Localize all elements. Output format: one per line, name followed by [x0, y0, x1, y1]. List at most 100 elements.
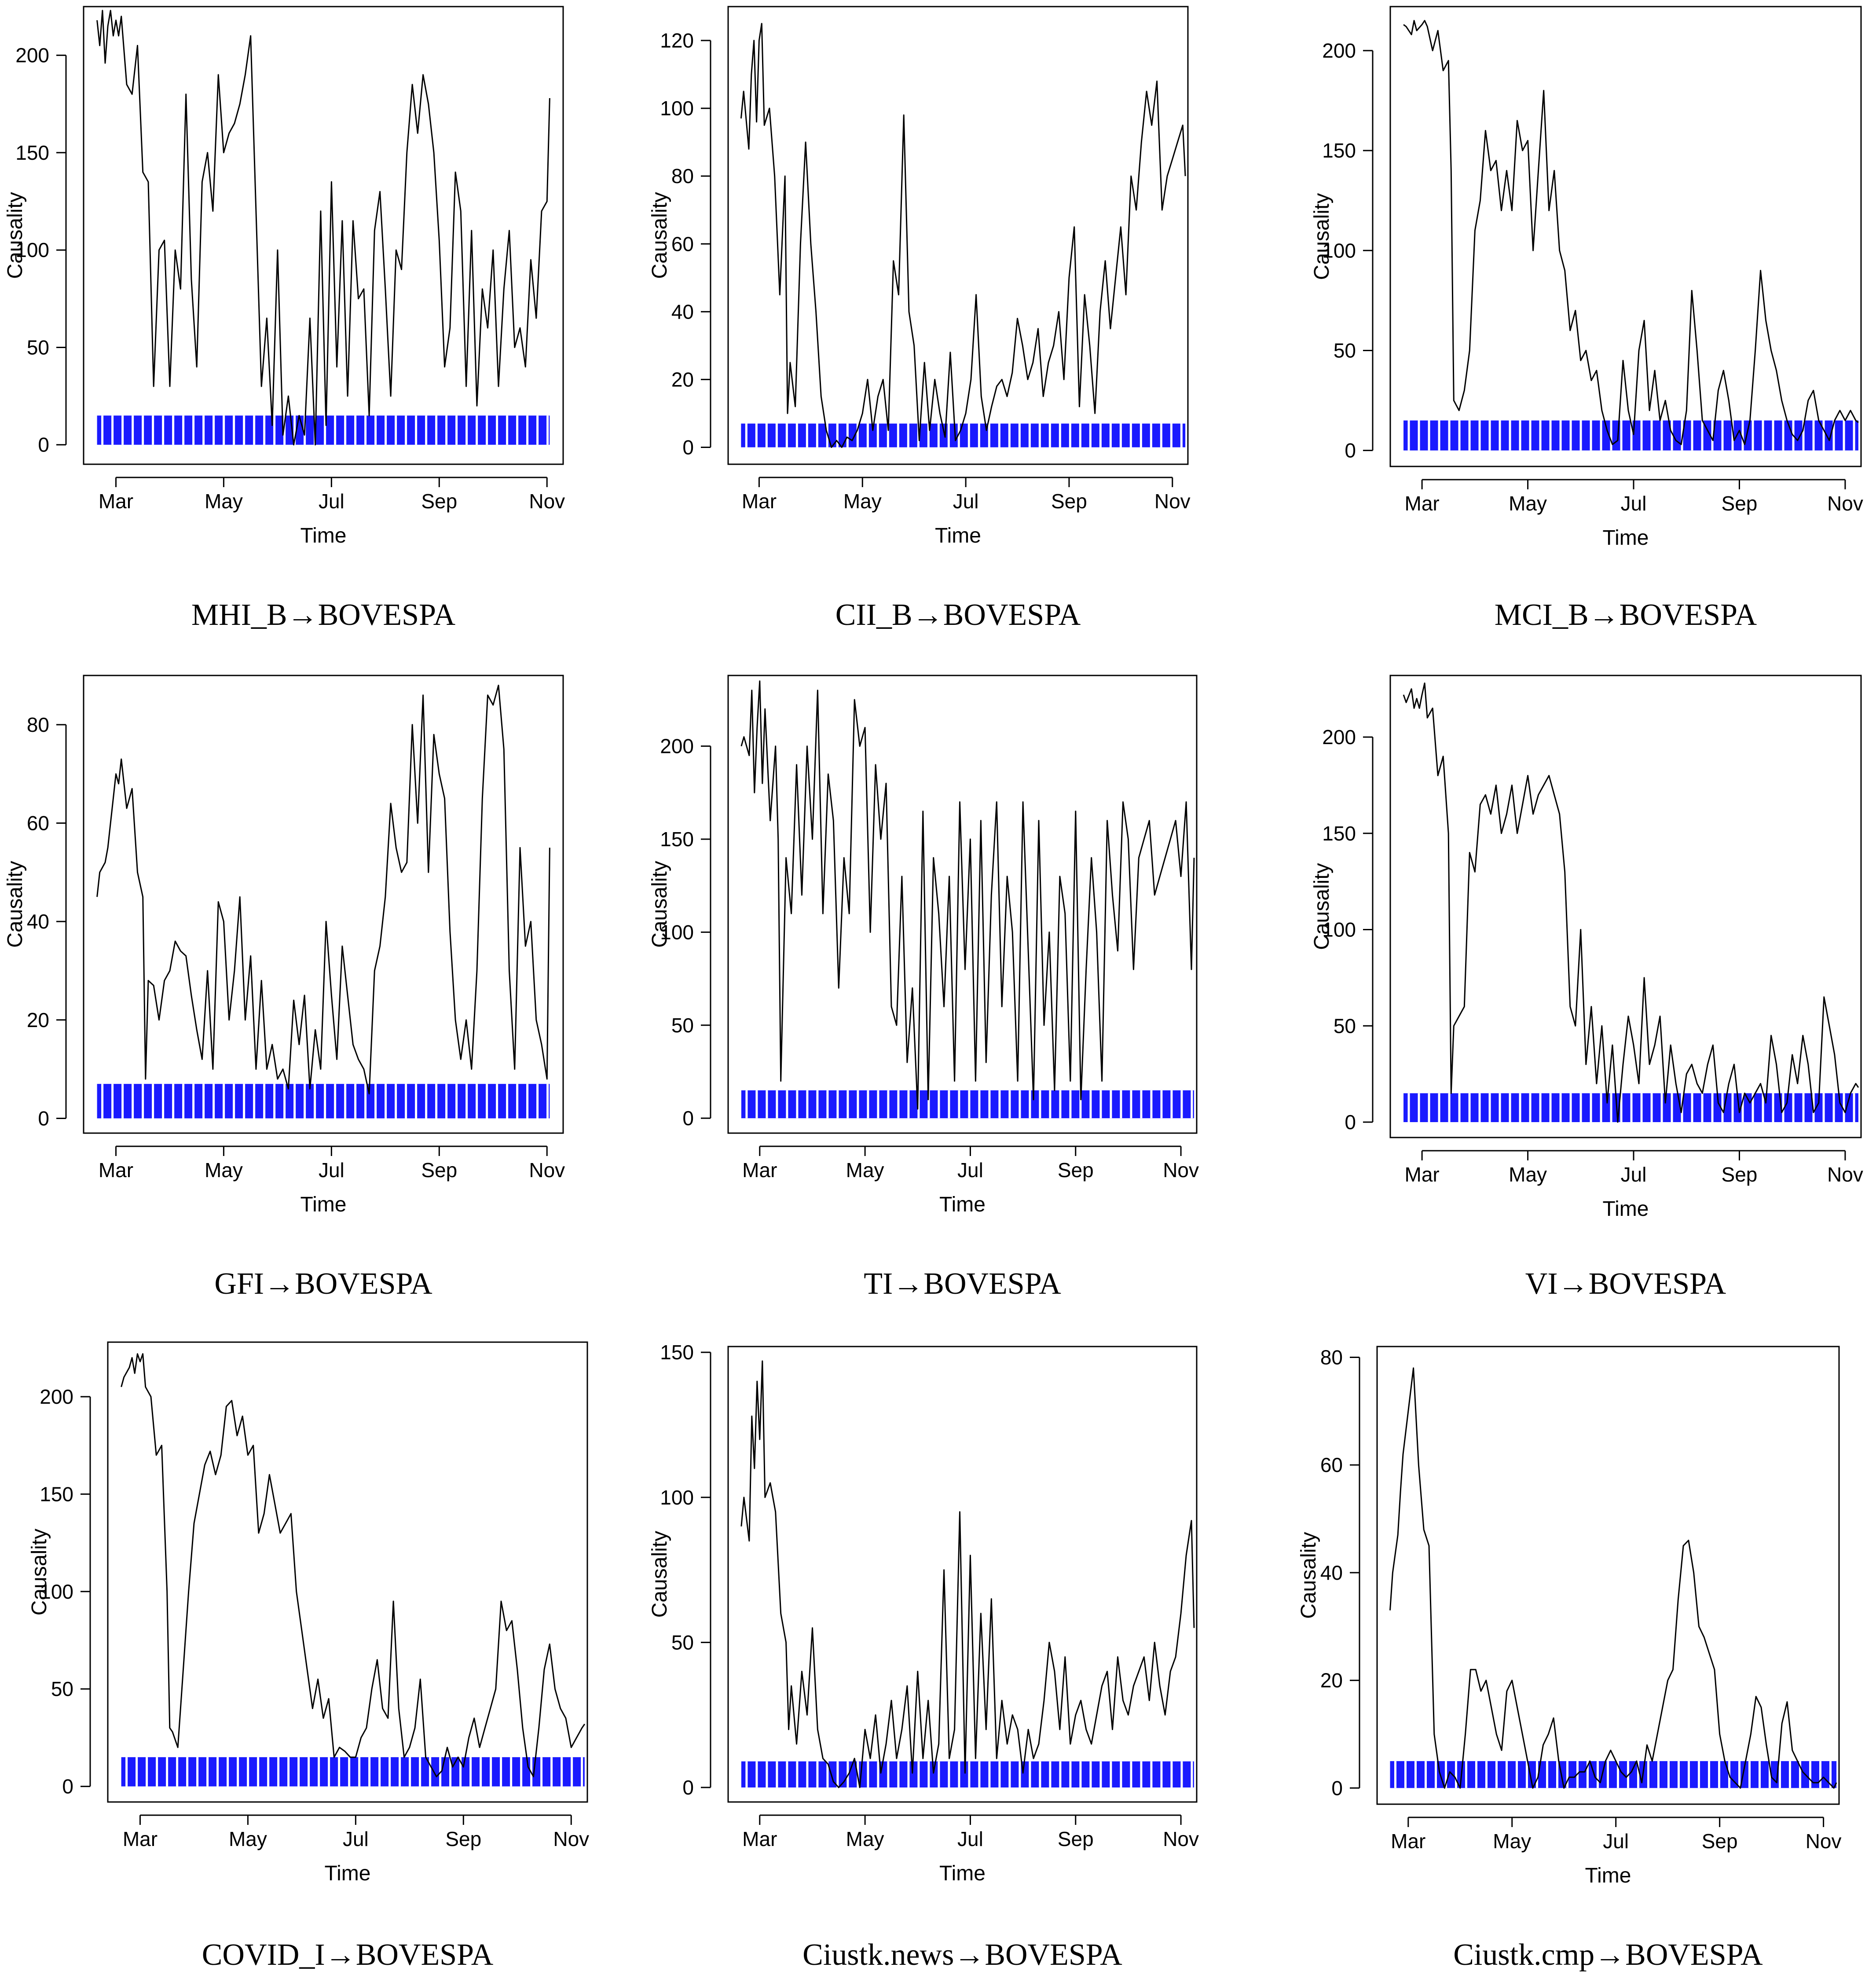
chart-panel-6: 0 50 100 150 200 Causality Mar May Jul Sep Nov Time…: [1310, 675, 1863, 1301]
x-tick-label: May: [229, 1828, 267, 1850]
y-axis-label: Causality: [28, 1529, 51, 1615]
rug-band: [97, 1084, 550, 1119]
rug-band: [97, 415, 550, 445]
x-tick-label: Sep: [1058, 1828, 1094, 1850]
y-tick-label: 100: [660, 921, 694, 943]
x-tick-label: Nov: [1154, 490, 1191, 513]
significance-rug: [97, 1084, 550, 1119]
y-tick-label: 80: [1320, 1346, 1343, 1369]
y-tick-label: 100: [660, 97, 694, 120]
x-tick-label: Jul: [953, 490, 979, 513]
y-tick-label: 50: [671, 1014, 694, 1037]
causality-line: [1389, 1367, 1837, 1789]
y-tick-label: 100: [1322, 918, 1356, 941]
x-tick-label: Mar: [742, 490, 777, 513]
x-tick-label: Sep: [421, 490, 457, 513]
x-tick-label: Mar: [99, 490, 133, 513]
x-tick-label: Mar: [99, 1159, 133, 1182]
chart-panel-5: 0 50 100 150 200 Causality Mar May Jul Sep Nov Time…: [648, 675, 1199, 1301]
x-tick-label: Nov: [529, 1159, 565, 1182]
x-tick-label: May: [1493, 1830, 1531, 1853]
y-tick-label: 20: [27, 1009, 49, 1031]
y-tick-label: 150: [15, 141, 49, 164]
y-tick-label: 50: [671, 1631, 694, 1654]
x-tick-label: Jul: [957, 1159, 983, 1182]
y-tick-label: 150: [1322, 822, 1356, 845]
y-tick-label: 40: [671, 300, 694, 323]
significance-rug: [1390, 1761, 1837, 1788]
x-tick-label: Jul: [1603, 1830, 1629, 1853]
y-tick-label: 0: [682, 1776, 694, 1799]
panel-caption: VI→BOVESPA: [1525, 1267, 1726, 1301]
x-tick-label: Nov: [1827, 492, 1863, 515]
x-tick-label: May: [205, 1159, 243, 1182]
y-tick-label: 100: [660, 1486, 694, 1509]
plot-frame: [727, 1346, 1198, 1803]
x-tick-label: May: [1509, 1163, 1547, 1186]
causality-line: [740, 1360, 1195, 1788]
y-tick-label: 0: [62, 1775, 73, 1798]
y-tick-label: 20: [1320, 1669, 1343, 1692]
plot-frame: [1389, 6, 1862, 467]
significance-rug: [121, 1757, 585, 1787]
x-tick-label: Nov: [1163, 1159, 1199, 1182]
y-tick-label: 200: [660, 735, 694, 758]
panel-caption: TI→BOVESPA: [864, 1267, 1061, 1301]
plot-frame: [727, 6, 1189, 465]
y-tick-label: 0: [682, 436, 694, 459]
significance-rug: [1403, 1093, 1858, 1122]
y-tick-label: 50: [27, 336, 49, 359]
y-tick-label: 60: [671, 232, 694, 255]
chart-panel-9: 0 20 40 60 80 Causality Mar May Jul Sep Nov Time Ciu…: [1297, 1346, 1842, 1972]
x-tick-label: May: [846, 1159, 884, 1182]
chart-panel-2: 0 20 40 60 80 100 120 Causality Mar May Jul Sep Nov T…: [648, 6, 1191, 632]
y-tick-label: 0: [1331, 1776, 1343, 1799]
significance-rug: [741, 1090, 1194, 1119]
significance-rug: [97, 415, 550, 445]
rug-band: [741, 1090, 1194, 1119]
y-tick-label: 50: [1334, 1014, 1356, 1037]
y-axis-label: Causality: [4, 192, 27, 279]
y-axis-label: Causality: [648, 192, 671, 279]
chart-panel-8: 0 50 100 150 Causality Mar May Jul Sep Nov Time Ciu…: [648, 1341, 1199, 1972]
x-tick-label: May: [205, 490, 243, 513]
causality-line: [1403, 20, 1859, 445]
x-tick-label: May: [843, 490, 882, 513]
y-tick-label: 200: [15, 44, 49, 67]
x-axis-label: Time: [300, 1193, 347, 1216]
x-tick-label: Mar: [1391, 1830, 1425, 1853]
y-tick-label: 60: [1320, 1453, 1343, 1476]
panel-caption: COVID_I→BOVESPA: [202, 1938, 494, 1972]
rug-band: [741, 1761, 1194, 1788]
y-tick-label: 0: [1345, 439, 1356, 462]
y-tick-label: 150: [40, 1483, 73, 1505]
causality-line: [740, 680, 1195, 1110]
y-tick-label: 200: [1322, 39, 1356, 62]
chart-panel-7: 0 50 100 150 200 Causality Mar May Jul Sep Nov Time…: [28, 1341, 589, 1972]
x-tick-label: Jul: [319, 1159, 344, 1182]
x-tick-label: Sep: [1702, 1830, 1738, 1853]
y-tick-label: 60: [27, 811, 49, 834]
y-tick-label: 100: [40, 1580, 73, 1603]
x-axis-label: Time: [935, 524, 981, 547]
x-tick-label: Sep: [1058, 1159, 1094, 1182]
x-axis-label: Time: [300, 524, 347, 547]
x-tick-label: Nov: [1806, 1830, 1842, 1853]
y-axis-label: Causality: [648, 1531, 671, 1618]
x-tick-label: Sep: [1051, 490, 1087, 513]
y-tick-label: 50: [1334, 339, 1356, 362]
x-tick-label: Jul: [1621, 1163, 1647, 1186]
chart-panel-3: 0 50 100 150 200 Causality Mar May Jul Sep Nov Time…: [1310, 6, 1863, 632]
chart-panel-4: 0 20 40 60 80 Causality Mar May Jul Sep Nov Time GFI…: [4, 675, 565, 1301]
x-axis-label: Time: [939, 1193, 986, 1216]
y-tick-label: 150: [1322, 139, 1356, 162]
y-tick-label: 80: [671, 165, 694, 187]
x-axis-label: Time: [1603, 526, 1649, 550]
significance-rug: [741, 423, 1186, 448]
x-tick-label: Jul: [1621, 492, 1647, 515]
panel-caption: MHI_B→BOVESPA: [191, 598, 456, 632]
causality-line: [96, 10, 550, 446]
y-tick-label: 100: [15, 239, 49, 261]
y-tick-label: 120: [660, 29, 694, 52]
